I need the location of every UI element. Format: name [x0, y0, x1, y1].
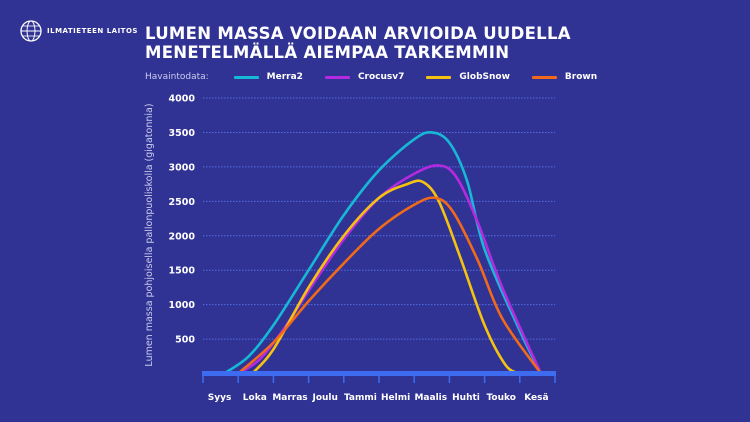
x-tick-label: Maalis: [414, 393, 447, 403]
y-tick-label: 500: [175, 335, 195, 346]
logo-globe-icon: [20, 20, 42, 42]
y-tick-label: 1000: [169, 300, 196, 311]
legend-label: Merra2: [266, 72, 303, 82]
y-tick-label: 2000: [169, 231, 196, 242]
x-tick-label: Marras: [272, 393, 307, 403]
x-tick-label: Tammi: [344, 393, 377, 403]
logo: ILMATIETEEN LAITOS: [20, 20, 138, 42]
legend: Havaintodata: Merra2 Crocusv7 GlobSnow Brow…: [145, 72, 619, 82]
x-tick-label: Touko: [486, 393, 515, 403]
x-tick-label: Loka: [243, 393, 267, 403]
series-line-brown: [236, 196, 543, 375]
legend-label: Brown: [564, 72, 598, 82]
legend-swatch: [324, 75, 350, 79]
legend-label: GlobSnow: [459, 72, 510, 82]
x-axis-line: [202, 371, 556, 376]
y-tick-label: 4000: [169, 94, 196, 105]
series-line-globsnow: [250, 179, 522, 375]
x-tick-label: Joulu: [311, 393, 337, 403]
x-tick-label: Huhti: [452, 393, 480, 403]
y-axis-label: Lumen massa pohjoisella pallonpuoliskoll…: [144, 103, 155, 366]
x-tick-label: Helmi: [381, 393, 410, 403]
legend-title: Havaintodata:: [145, 72, 209, 82]
series-line-merra2: [222, 131, 543, 375]
logo-text: ILMATIETEEN LAITOS: [47, 27, 138, 35]
legend-item-merra2: Merra2: [233, 72, 303, 82]
y-tick-label: 3000: [169, 162, 196, 173]
y-tick-label: 1500: [169, 266, 196, 277]
x-tick-label: Kesä: [524, 393, 548, 403]
legend-item-globsnow: GlobSnow: [426, 72, 510, 82]
chart-title: LUMEN MASSA VOIDAAN ARVIOIDA UUDELLA MEN…: [145, 24, 571, 62]
legend-item-brown: Brown: [531, 72, 598, 82]
y-tick-label: 2500: [169, 197, 196, 208]
series-line-crocusv7: [236, 164, 543, 375]
legend-swatch: [426, 75, 452, 79]
legend-swatch: [233, 75, 259, 79]
legend-swatch: [531, 75, 557, 79]
x-tick-label: Syys: [208, 393, 232, 403]
legend-label: Crocusv7: [357, 72, 405, 82]
y-tick-label: 3500: [169, 128, 196, 139]
legend-item-crocusv7: Crocusv7: [324, 72, 405, 82]
